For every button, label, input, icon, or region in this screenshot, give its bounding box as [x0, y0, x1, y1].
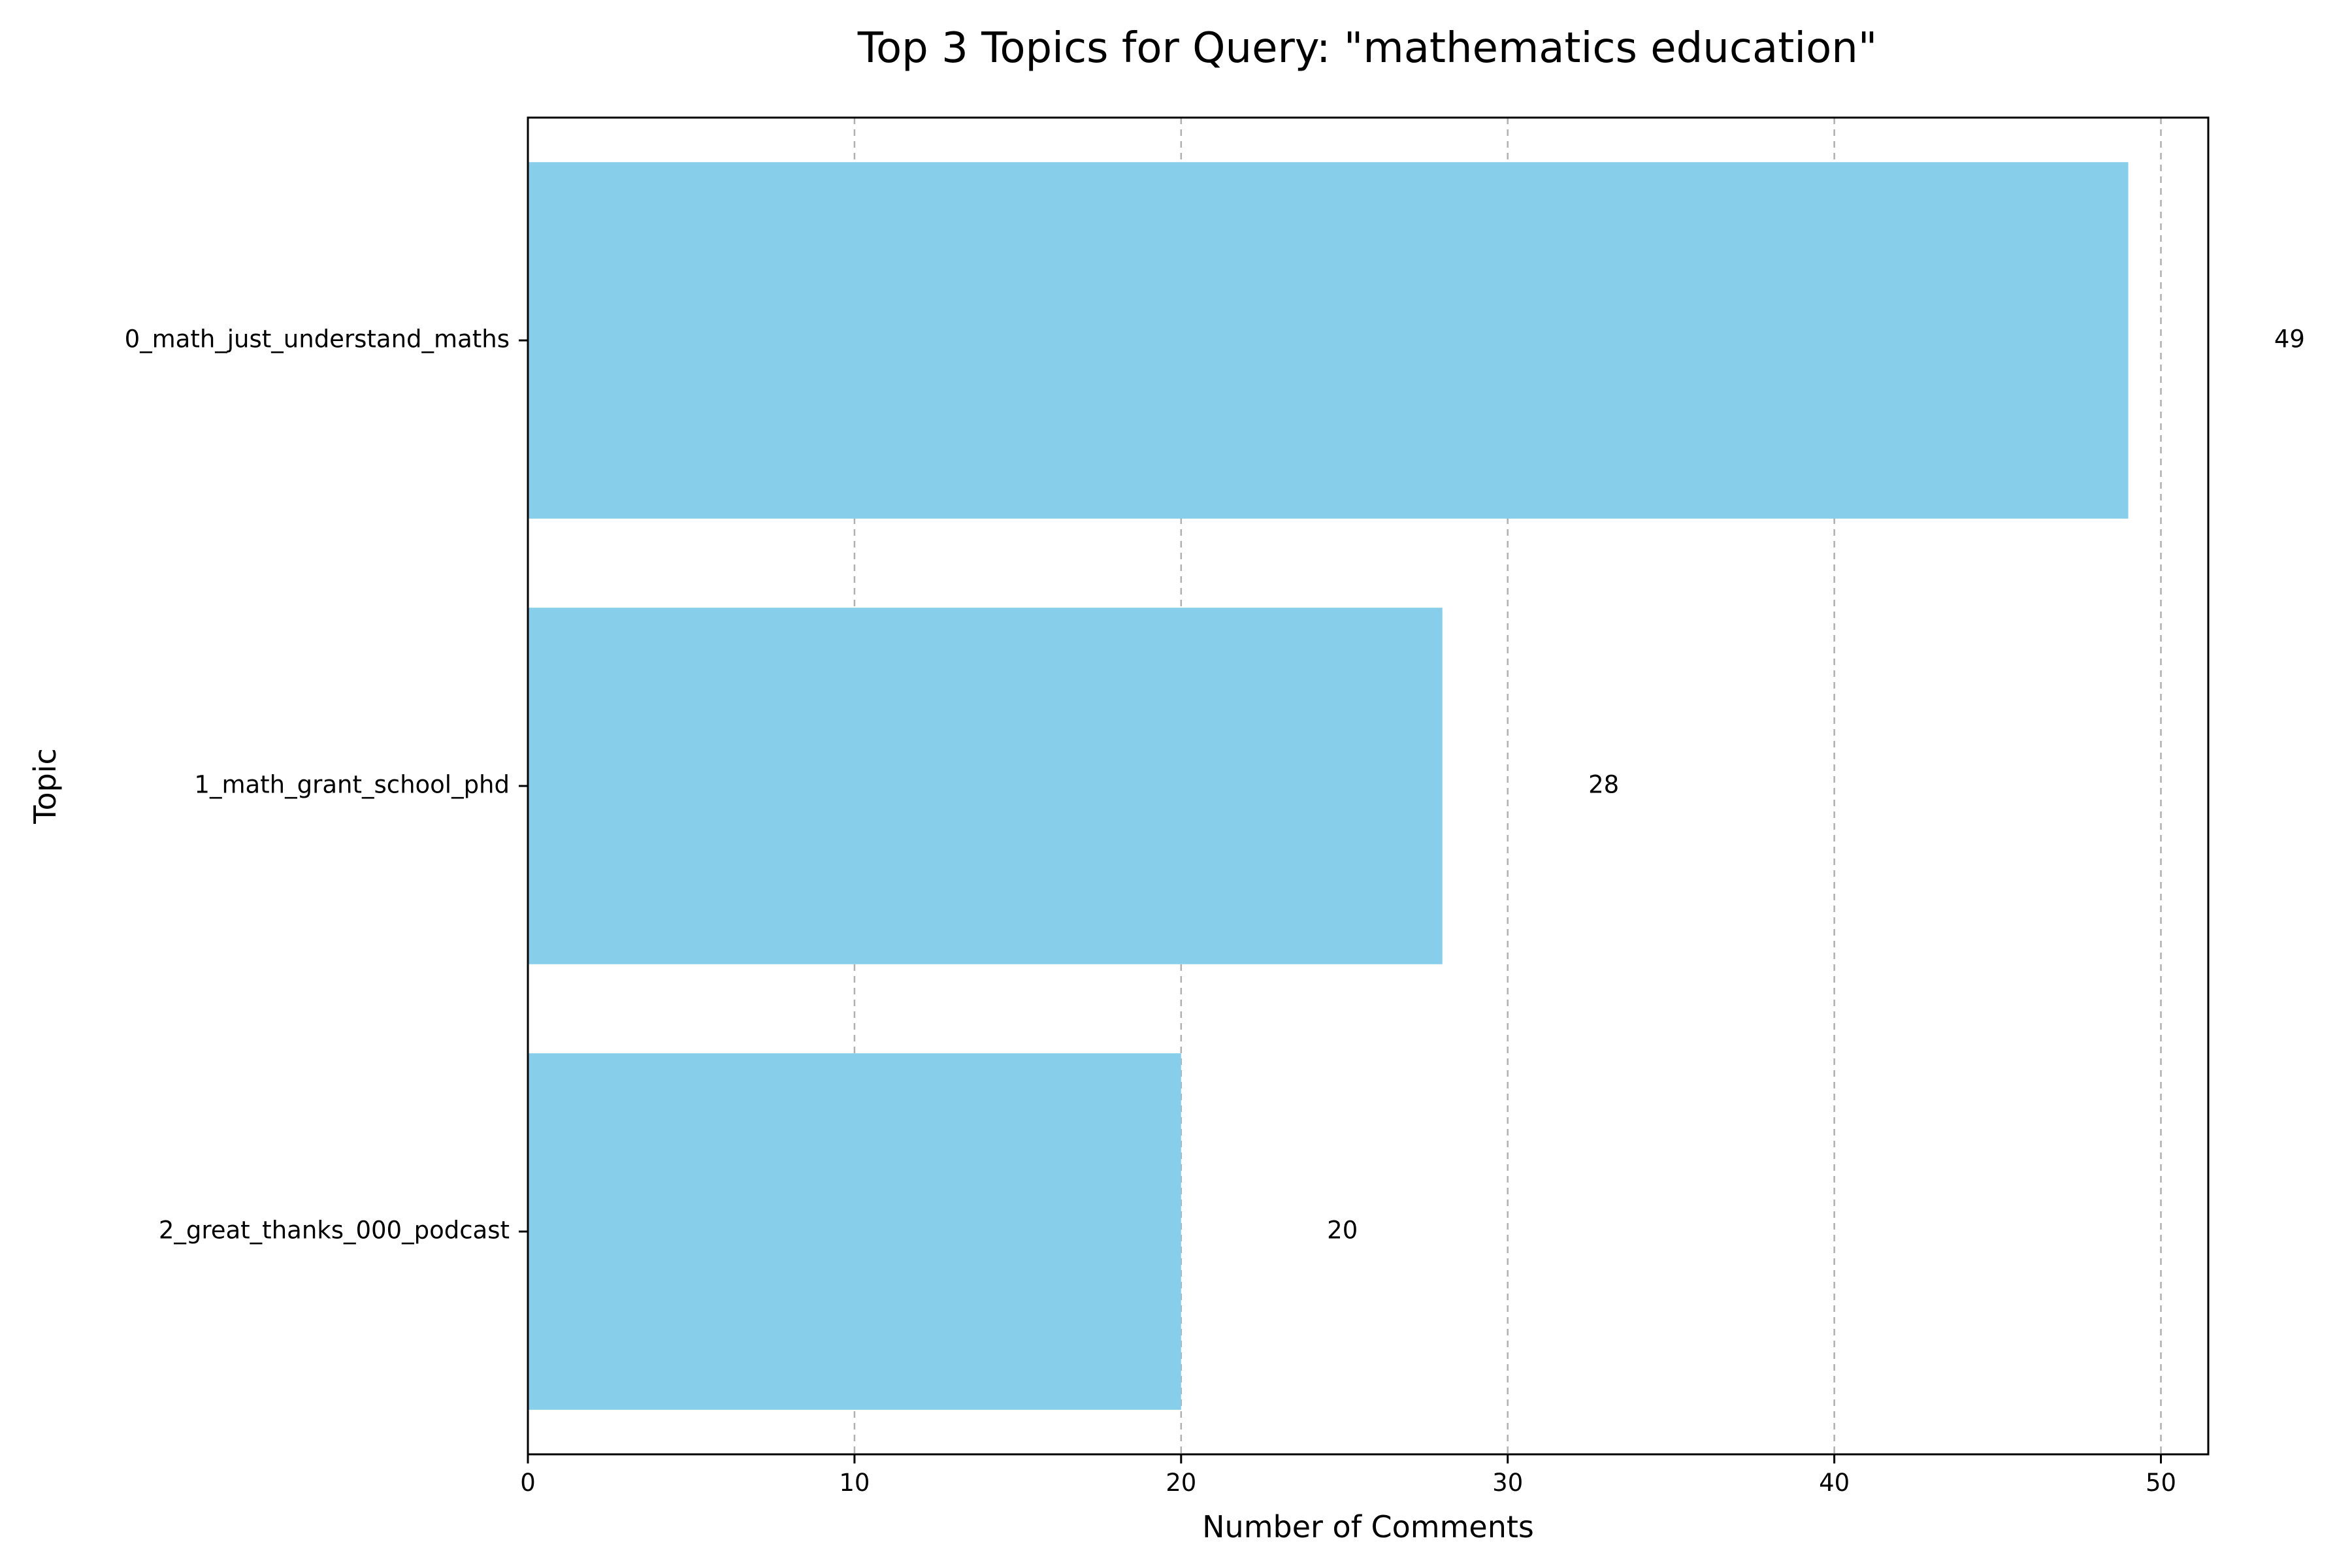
y-tick-label: 2_great_thanks_000_podcast [159, 1217, 510, 1245]
x-tick-label: 10 [839, 1469, 870, 1497]
y-axis-label: Topic [27, 748, 63, 825]
bar-value-label: 28 [1588, 771, 1619, 799]
y-tick-label: 0_math_just_understand_maths [125, 325, 510, 353]
bar [528, 1053, 1181, 1410]
x-axis-label: Number of Comments [1202, 1509, 1534, 1544]
bar [528, 162, 2129, 519]
x-axis-ticks: 0 10 20 30 40 50 [520, 1454, 2176, 1497]
y-axis-ticks: 0_math_just_understand_maths 1_math_grant… [125, 325, 528, 1245]
x-tick-label: 20 [1166, 1469, 1196, 1497]
y-tick-label: 1_math_grant_school_phd [194, 771, 510, 799]
chart-title: Top 3 Topics for Query: "mathematics edu… [857, 24, 1878, 73]
x-tick-label: 30 [1492, 1469, 1523, 1497]
bars [528, 162, 2129, 1410]
bar-value-label: 20 [1327, 1217, 1358, 1245]
x-tick-label: 50 [2146, 1469, 2176, 1497]
bar-value-label: 49 [2274, 325, 2305, 353]
x-tick-label: 40 [1819, 1469, 1850, 1497]
bar [528, 608, 1443, 964]
x-tick-label: 0 [520, 1469, 536, 1497]
data-labels: 49 28 20 [1327, 325, 2305, 1245]
